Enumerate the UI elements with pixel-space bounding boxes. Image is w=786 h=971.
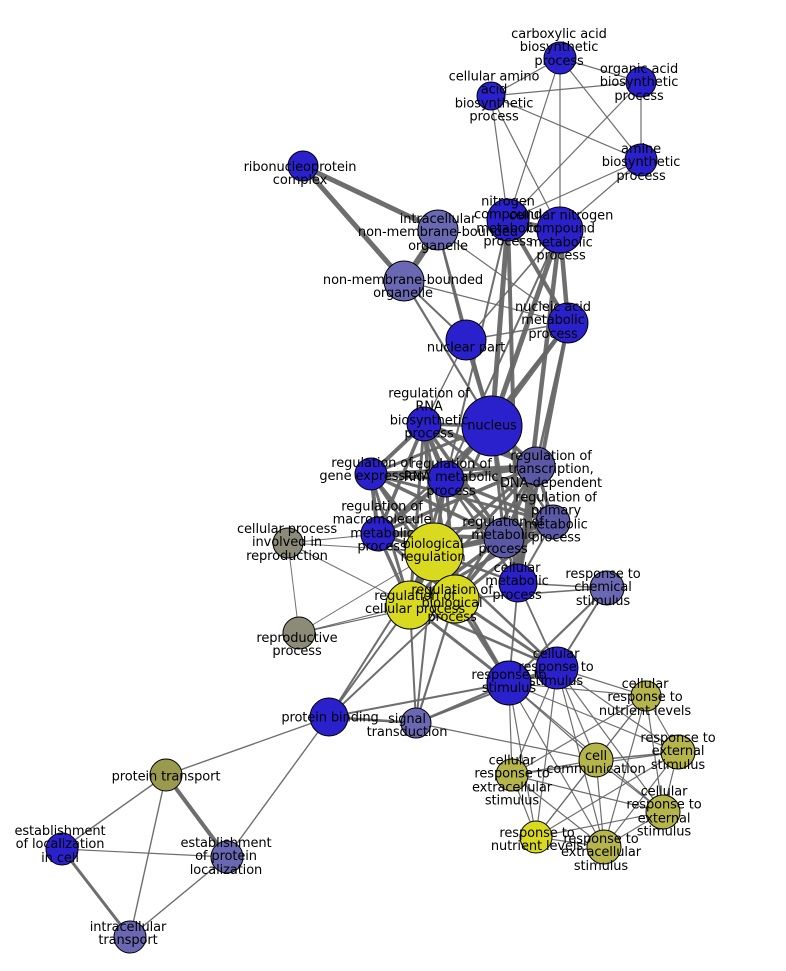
graph-edge (408, 423, 426, 606)
graph-edge (489, 229, 563, 427)
graph-edge (511, 774, 664, 813)
graph-node[interactable] (272, 527, 304, 559)
graph-node[interactable] (404, 522, 464, 582)
graph-edge (534, 322, 570, 467)
node-group[interactable] (45, 41, 696, 954)
graph-edge (129, 856, 228, 938)
graph-edge (60, 848, 132, 938)
graph-node[interactable] (495, 758, 529, 792)
graph-node[interactable] (400, 707, 432, 739)
graph-node[interactable] (445, 319, 487, 361)
graph-node[interactable] (149, 758, 183, 792)
graph-edge (376, 423, 426, 535)
graph-edge (328, 682, 510, 718)
graph-node[interactable] (360, 516, 396, 552)
graph-node[interactable] (536, 206, 584, 254)
graph-edge (490, 95, 561, 231)
graph-edge (226, 716, 330, 858)
graph-node[interactable] (383, 260, 425, 302)
graph-node[interactable] (516, 446, 556, 486)
graph-node[interactable] (385, 580, 435, 630)
graph-edge (489, 219, 511, 427)
graph-edge (465, 229, 561, 341)
graph-node[interactable] (519, 820, 553, 854)
graph-node[interactable] (589, 570, 625, 606)
graph-node[interactable] (282, 616, 316, 650)
graph-node[interactable] (645, 794, 681, 830)
graph-edge (507, 159, 642, 221)
graph-node[interactable] (427, 460, 465, 498)
graph-node[interactable] (535, 504, 571, 540)
graph-node[interactable] (113, 920, 147, 954)
graph-edge (328, 598, 456, 718)
graph-node[interactable] (535, 646, 579, 690)
graph-edge (129, 774, 167, 938)
graph-edge (490, 95, 642, 161)
graph-node[interactable] (630, 680, 662, 712)
graph-node[interactable] (498, 563, 538, 603)
graph-node[interactable] (287, 150, 319, 182)
graph-edge (164, 773, 229, 859)
edge-group (60, 57, 679, 938)
graph-edge (511, 695, 647, 776)
graph-edge (165, 716, 330, 776)
graph-node[interactable] (547, 302, 589, 344)
graph-edge (61, 848, 228, 858)
graph-edge (490, 81, 642, 97)
graph-edge (437, 229, 569, 324)
graph-edge (301, 164, 406, 283)
graph-edge (415, 667, 558, 724)
graph-edge (535, 811, 664, 838)
graph-edge (508, 587, 608, 684)
graph-node[interactable] (461, 395, 523, 457)
graph-edge (377, 520, 554, 536)
graph-edge (535, 667, 558, 838)
graph-node[interactable] (486, 660, 532, 706)
graph-node[interactable] (210, 840, 244, 874)
graph-edge (508, 682, 605, 848)
graph-edge (559, 57, 642, 161)
graph-node[interactable] (406, 406, 442, 442)
graph-node[interactable] (543, 41, 577, 75)
graph-node[interactable] (486, 198, 530, 242)
graph-node[interactable] (45, 832, 79, 866)
graph-node[interactable] (476, 81, 506, 111)
graph-edge (403, 280, 569, 324)
graph-edge (445, 477, 554, 524)
graph-node[interactable] (309, 697, 349, 737)
graph-edge (535, 751, 679, 838)
graph-node[interactable] (430, 574, 480, 624)
graph-edge (415, 722, 597, 761)
graph-edge (409, 603, 558, 670)
graph-node[interactable] (624, 143, 658, 177)
graph-node[interactable] (660, 734, 696, 770)
graph-edge (556, 667, 679, 753)
graph-node[interactable] (578, 742, 614, 778)
graph-edge (556, 667, 664, 813)
graph-edge (301, 163, 440, 233)
graph-node[interactable] (586, 829, 622, 865)
graph-edge (61, 774, 167, 850)
graph-node[interactable] (483, 517, 525, 559)
graph-edge (370, 472, 554, 524)
graph-edge (603, 751, 679, 848)
graph-edge (328, 551, 435, 718)
graph-edge (507, 57, 561, 221)
graph-node[interactable] (625, 66, 657, 98)
graph-node[interactable] (417, 209, 459, 251)
graph-edge (508, 682, 537, 838)
graph-edge (508, 682, 647, 697)
graph-node[interactable] (354, 457, 388, 491)
graph-edge (511, 774, 605, 848)
graph-edge (507, 81, 642, 221)
